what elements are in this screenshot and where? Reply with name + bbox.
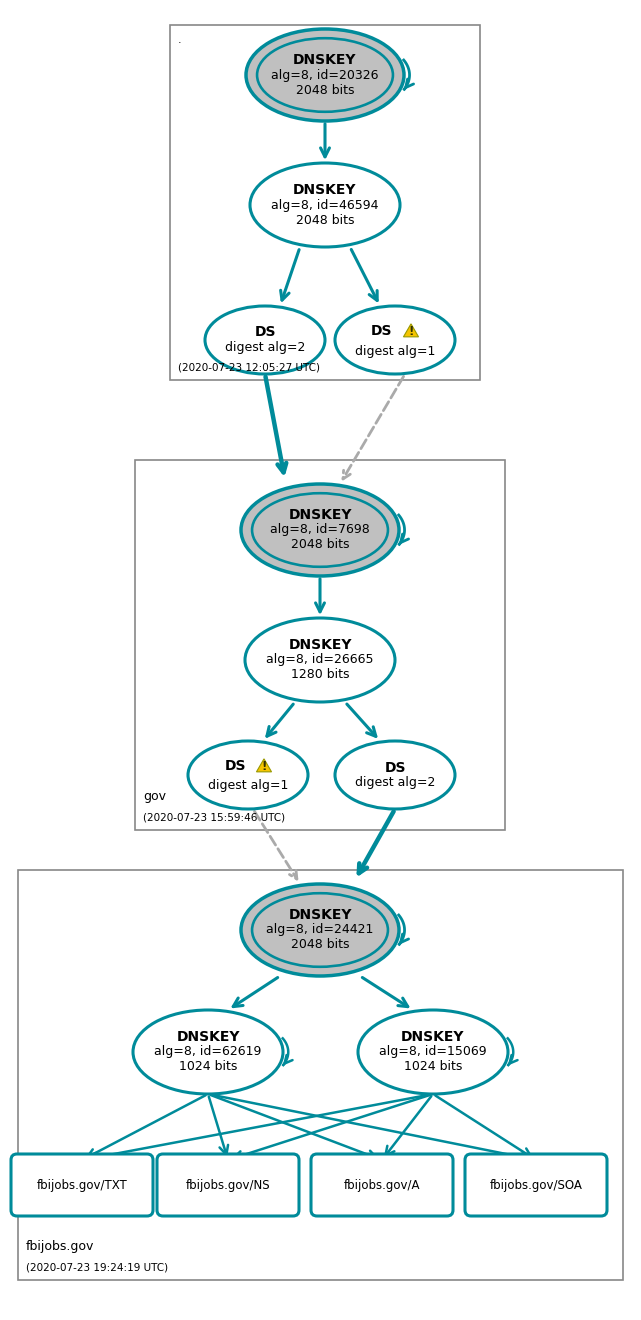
Ellipse shape [205,306,325,374]
Text: gov: gov [143,789,166,803]
Text: .: . [178,36,181,45]
Text: 1280 bits: 1280 bits [291,668,349,681]
Ellipse shape [241,884,399,975]
Text: 2048 bits: 2048 bits [296,83,354,96]
Text: (2020-07-23 15:59:46 UTC): (2020-07-23 15:59:46 UTC) [143,812,285,822]
Text: DS: DS [384,760,406,775]
Text: fbijobs.gov: fbijobs.gov [26,1239,94,1253]
Text: DS: DS [254,326,276,339]
Ellipse shape [335,741,455,809]
Text: alg=8, id=20326: alg=8, id=20326 [271,69,379,82]
Text: alg=8, id=15069: alg=8, id=15069 [379,1045,487,1059]
Text: digest alg=1: digest alg=1 [355,345,435,358]
Text: fbijobs.gov/NS: fbijobs.gov/NS [186,1179,271,1192]
Text: alg=8, id=62619: alg=8, id=62619 [154,1045,262,1059]
Text: alg=8, id=24421: alg=8, id=24421 [266,924,374,936]
Ellipse shape [252,894,388,966]
Text: DNSKEY: DNSKEY [401,1030,465,1044]
Text: !: ! [262,760,267,774]
Text: DNSKEY: DNSKEY [288,638,352,652]
Ellipse shape [252,494,388,566]
Text: (2020-07-23 12:05:27 UTC): (2020-07-23 12:05:27 UTC) [178,362,320,372]
Ellipse shape [358,1010,508,1094]
Ellipse shape [245,618,395,702]
Text: DNSKEY: DNSKEY [293,183,357,197]
Ellipse shape [335,306,455,374]
FancyBboxPatch shape [170,25,480,380]
FancyBboxPatch shape [311,1154,453,1216]
Text: !: ! [408,325,413,338]
Text: 2048 bits: 2048 bits [291,539,349,552]
Ellipse shape [133,1010,283,1094]
Text: DNSKEY: DNSKEY [288,508,352,521]
Text: 2048 bits: 2048 bits [296,214,354,227]
Text: 2048 bits: 2048 bits [291,939,349,952]
Ellipse shape [257,38,393,112]
Text: fbijobs.gov/TXT: fbijobs.gov/TXT [37,1179,128,1192]
FancyBboxPatch shape [157,1154,299,1216]
Ellipse shape [246,29,404,121]
Text: 1024 bits: 1024 bits [404,1060,462,1073]
Text: digest alg=1: digest alg=1 [208,780,288,792]
Text: digest alg=2: digest alg=2 [225,341,305,354]
Ellipse shape [241,484,399,576]
Text: DNSKEY: DNSKEY [288,908,352,921]
Text: (2020-07-23 19:24:19 UTC): (2020-07-23 19:24:19 UTC) [26,1262,168,1272]
Polygon shape [256,759,272,772]
FancyBboxPatch shape [18,870,623,1280]
Text: alg=8, id=7698: alg=8, id=7698 [270,524,370,536]
Text: DS: DS [371,323,393,338]
Text: DNSKEY: DNSKEY [176,1030,240,1044]
Ellipse shape [188,741,308,809]
Ellipse shape [250,162,400,247]
Text: DS: DS [224,759,246,774]
Text: alg=8, id=26665: alg=8, id=26665 [266,653,374,667]
FancyBboxPatch shape [465,1154,607,1216]
Text: fbijobs.gov/A: fbijobs.gov/A [344,1179,420,1192]
Text: DNSKEY: DNSKEY [293,53,357,67]
Text: alg=8, id=46594: alg=8, id=46594 [271,198,379,211]
Text: digest alg=2: digest alg=2 [355,776,435,789]
FancyBboxPatch shape [11,1154,153,1216]
Polygon shape [403,323,419,337]
FancyBboxPatch shape [135,459,505,830]
Text: fbijobs.gov/SOA: fbijobs.gov/SOA [490,1179,583,1192]
Text: 1024 bits: 1024 bits [179,1060,237,1073]
